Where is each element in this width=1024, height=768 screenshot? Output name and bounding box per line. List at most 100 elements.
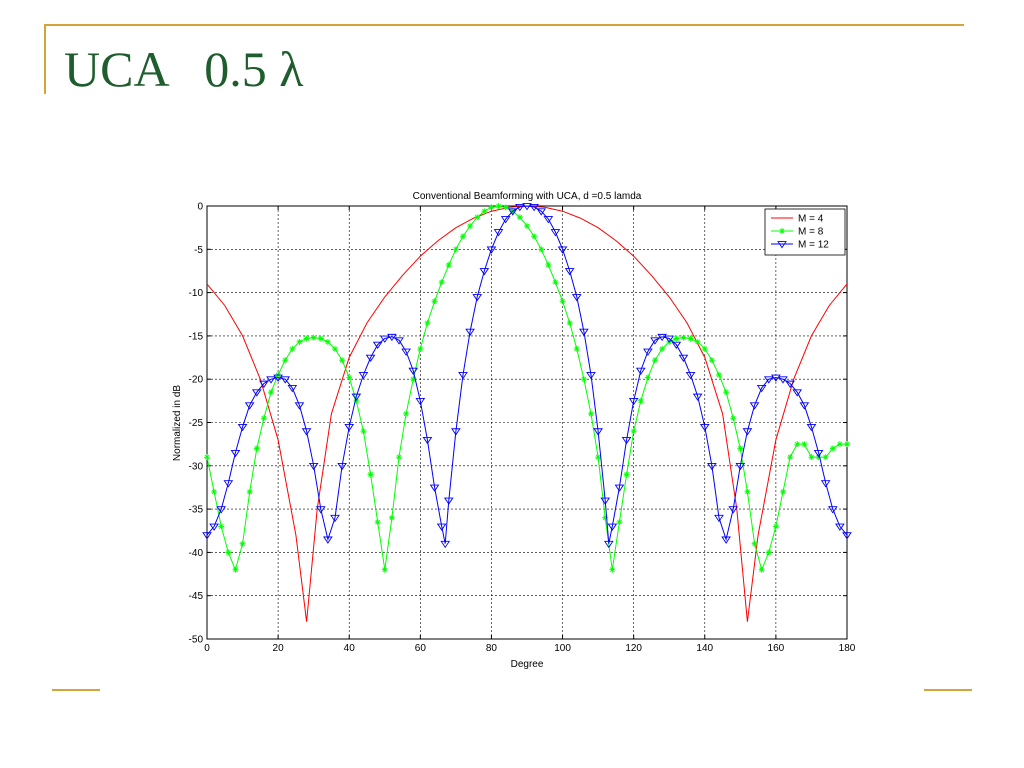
data-point-marker <box>422 436 433 445</box>
data-point-marker <box>388 514 395 521</box>
data-point-marker <box>737 445 744 452</box>
data-point-marker <box>827 506 838 514</box>
data-point-marker <box>557 246 568 254</box>
data-point-marker <box>460 233 466 240</box>
data-point-marker <box>756 385 767 393</box>
data-point-marker <box>515 204 525 212</box>
data-point-marker <box>429 484 440 492</box>
top-accent-rule <box>44 24 964 26</box>
data-point-marker <box>808 454 815 461</box>
data-point-marker <box>694 338 701 345</box>
data-point-marker <box>728 506 739 514</box>
legend-marker <box>777 241 787 249</box>
x-tick-label: 80 <box>486 643 498 654</box>
data-point-marker <box>474 214 481 221</box>
series-m-4 <box>206 205 848 622</box>
series-line <box>206 205 847 572</box>
data-point-marker <box>358 372 369 380</box>
data-point-marker <box>765 549 772 556</box>
x-tick-label: 100 <box>554 643 571 654</box>
data-point-marker <box>566 319 573 326</box>
data-point-marker <box>394 337 404 345</box>
data-point-marker <box>635 367 646 375</box>
data-point-marker <box>308 462 319 471</box>
data-point-marker <box>621 436 632 445</box>
data-point-marker <box>714 514 724 523</box>
data-point-marker <box>351 393 362 401</box>
data-point-marker <box>253 445 260 452</box>
data-point-marker <box>628 398 639 406</box>
data-point-marker <box>614 484 625 492</box>
data-point-marker <box>829 445 836 452</box>
data-point-marker <box>708 357 715 364</box>
data-point-marker <box>232 566 239 573</box>
x-axis-label: Degree <box>511 659 544 670</box>
data-point-marker <box>438 279 445 286</box>
series-line <box>206 205 848 544</box>
y-tick-label: -15 <box>189 331 204 342</box>
data-point-marker <box>820 480 831 488</box>
data-point-marker <box>251 389 262 397</box>
data-point-marker <box>209 523 219 531</box>
data-point-marker <box>507 208 518 216</box>
data-point-marker <box>467 222 474 229</box>
y-tick-label: -20 <box>189 375 204 386</box>
data-point-marker <box>602 514 609 521</box>
data-point-marker <box>785 380 795 388</box>
data-point-marker <box>588 410 594 417</box>
data-point-marker <box>623 471 630 478</box>
data-point-marker <box>374 519 381 526</box>
data-point-marker <box>564 268 575 276</box>
data-point-marker <box>680 334 687 341</box>
data-point-marker <box>545 261 552 268</box>
y-tick-label: 0 <box>197 202 203 213</box>
data-point-marker <box>202 532 212 540</box>
data-point-marker <box>559 298 566 305</box>
x-tick-label: 40 <box>344 643 356 654</box>
data-point-marker <box>458 372 468 380</box>
data-point-marker <box>323 536 333 544</box>
legend-label: M = 12 <box>798 240 829 251</box>
data-point-marker <box>787 454 794 461</box>
data-point-marker <box>593 428 603 436</box>
data-point-marker <box>410 376 417 383</box>
data-point-marker <box>451 428 461 436</box>
data-point-marker <box>239 540 246 547</box>
data-point-marker <box>516 214 523 221</box>
data-point-marker <box>678 354 689 362</box>
data-point-marker <box>552 279 559 286</box>
data-point-marker <box>600 497 611 505</box>
y-tick-label: -5 <box>194 245 203 256</box>
x-tick-label: 60 <box>415 643 427 654</box>
data-point-marker <box>324 338 331 345</box>
data-point-marker <box>301 428 312 436</box>
data-point-marker <box>579 328 589 336</box>
data-point-marker <box>472 294 483 302</box>
x-tick-label: 140 <box>696 643 713 654</box>
data-point-marker <box>294 402 305 410</box>
data-point-marker <box>493 229 504 237</box>
data-point-marker <box>500 216 511 224</box>
legend-label: M = 8 <box>798 227 824 238</box>
data-point-marker <box>317 335 324 342</box>
data-point-marker <box>360 428 367 435</box>
data-point-marker <box>223 480 234 488</box>
bottom-right-accent-rule <box>924 689 972 691</box>
x-tick-label: 160 <box>768 643 785 654</box>
data-point-marker <box>664 335 675 343</box>
series-m-12 <box>202 203 852 549</box>
data-point-marker <box>780 488 786 495</box>
data-point-marker <box>701 345 708 352</box>
data-point-marker <box>687 335 694 342</box>
data-point-marker <box>586 372 596 380</box>
data-point-marker <box>440 540 451 549</box>
data-point-marker <box>387 333 397 342</box>
data-point-marker <box>481 208 488 215</box>
data-point-marker <box>657 333 667 342</box>
data-point-marker <box>211 488 218 495</box>
data-point-marker <box>403 410 410 417</box>
data-point-marker <box>367 471 374 478</box>
data-point-marker <box>794 441 801 448</box>
data-point-marker <box>502 204 509 211</box>
x-tick-label: 120 <box>625 643 642 654</box>
